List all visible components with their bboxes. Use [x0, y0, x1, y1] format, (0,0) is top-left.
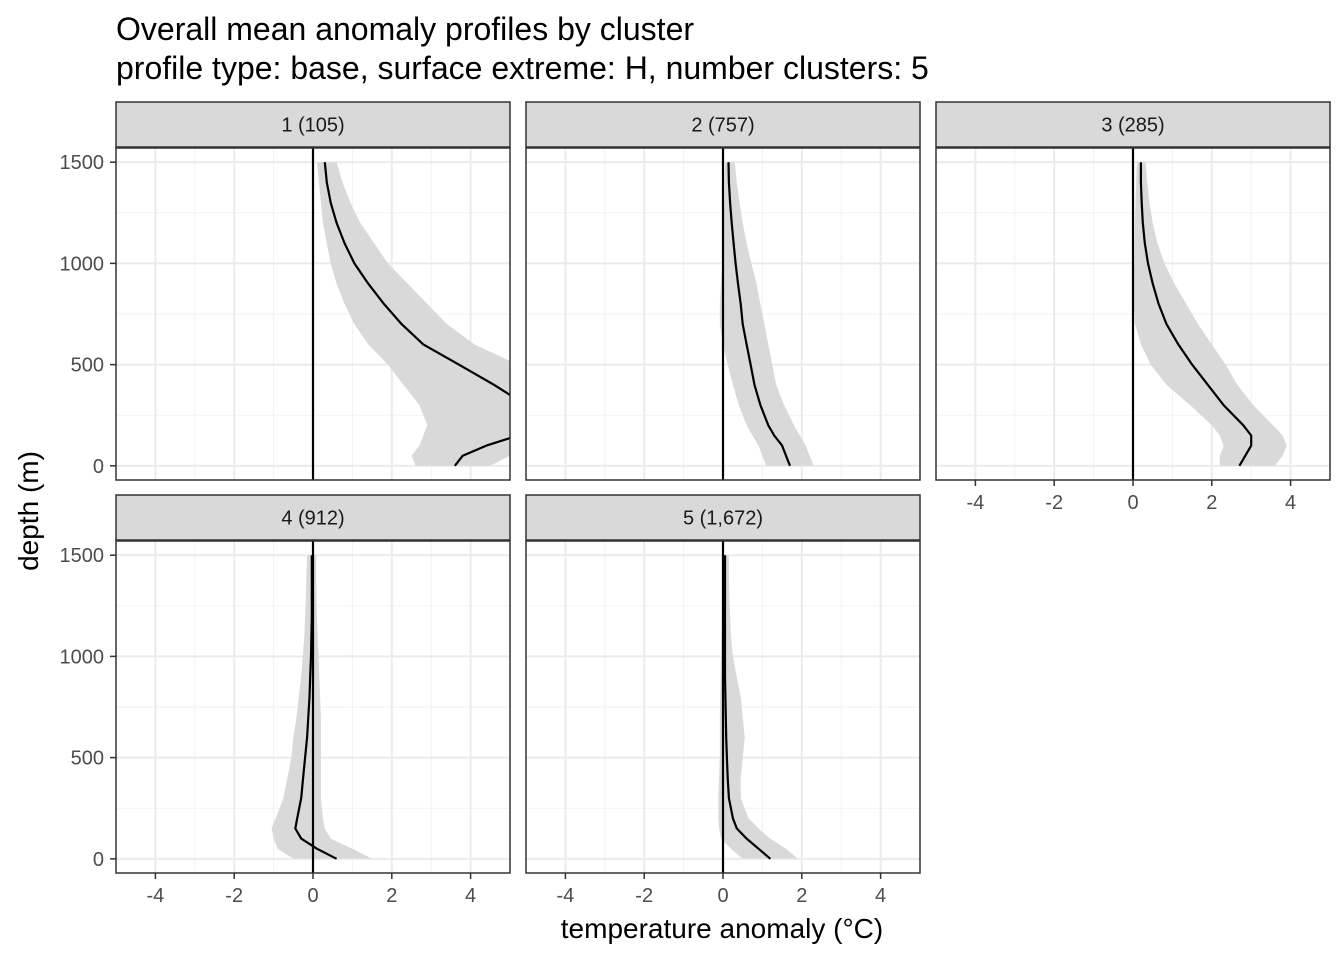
facet-label: 2 (757) [691, 115, 754, 137]
x-tick-label: 0 [1127, 492, 1138, 514]
panel-data [271, 541, 373, 873]
y-tick-label: 1000 [60, 253, 105, 275]
facet-panel-4: 4 (912) 0 500 1000 1500 -4 -2 0 2 4 [60, 494, 511, 907]
uncertainty-band [1133, 162, 1287, 466]
facet-panel-1: 1 (105) 0 500 1000 1500 [60, 101, 511, 481]
y-tick-label: 1000 [60, 646, 105, 668]
mean-profile-line [1139, 162, 1253, 467]
chart-subtitle: profile type: base, surface extreme: H, … [116, 50, 929, 86]
x-tick-label: -4 [557, 885, 575, 907]
panel-data [311, 148, 510, 480]
mean-profile-line [727, 162, 792, 467]
chart-title: Overall mean anomaly profiles by cluster [116, 11, 695, 47]
mean-profile-line [294, 555, 338, 860]
panel-data [1131, 148, 1287, 480]
x-tick-label: -4 [147, 885, 165, 907]
uncertainty-band [316, 162, 510, 466]
panel-border [525, 147, 921, 481]
y-tick-label: 0 [93, 849, 104, 871]
x-axis-title: temperature anomaly (°C) [561, 913, 883, 944]
x-tick-label: 0 [307, 885, 318, 907]
x-tick-label: -2 [635, 885, 653, 907]
mean-profile-line [323, 162, 510, 467]
facet-label: 3 (285) [1101, 115, 1164, 137]
uncertainty-band [271, 555, 373, 859]
x-tick-label: 4 [465, 885, 476, 907]
x-tick-label: -4 [967, 492, 985, 514]
facet-label: 4 (912) [281, 508, 344, 530]
uncertainty-band [719, 162, 814, 466]
x-tick-label: 2 [796, 885, 807, 907]
y-tick-label: 1500 [60, 545, 105, 567]
y-tick-label: 500 [71, 355, 104, 377]
facet-panel-3: 3 (285) -4 -2 0 2 4 [935, 101, 1331, 514]
panel-data [718, 541, 798, 873]
facet-strip [525, 101, 921, 148]
x-tick-label: 4 [875, 885, 886, 907]
x-tick-label: 0 [717, 885, 728, 907]
y-tick-label: 500 [71, 748, 104, 770]
facet-label: 1 (105) [281, 115, 344, 137]
uncertainty-band [718, 555, 798, 859]
x-tick-label: -2 [225, 885, 243, 907]
panel-data [719, 148, 814, 480]
facet-strip [935, 101, 1331, 148]
facet-strip [115, 101, 511, 148]
x-tick-label: -2 [1045, 492, 1063, 514]
x-tick-label: 4 [1285, 492, 1296, 514]
x-tick-label: 2 [386, 885, 397, 907]
facet-panel-5: 5 (1,672) -4 -2 0 2 4 [525, 494, 921, 907]
facet-strip [115, 494, 511, 541]
facet-strip [525, 494, 921, 541]
y-tick-label: 1500 [60, 152, 105, 174]
y-tick-label: 0 [93, 456, 104, 478]
x-tick-label: 2 [1206, 492, 1217, 514]
facet-label: 5 (1,672) [683, 508, 763, 530]
mean-profile-line [723, 555, 772, 860]
y-axis-title: depth (m) [13, 451, 44, 571]
panel-border [115, 147, 511, 481]
facet-panel-2: 2 (757) [525, 101, 921, 481]
